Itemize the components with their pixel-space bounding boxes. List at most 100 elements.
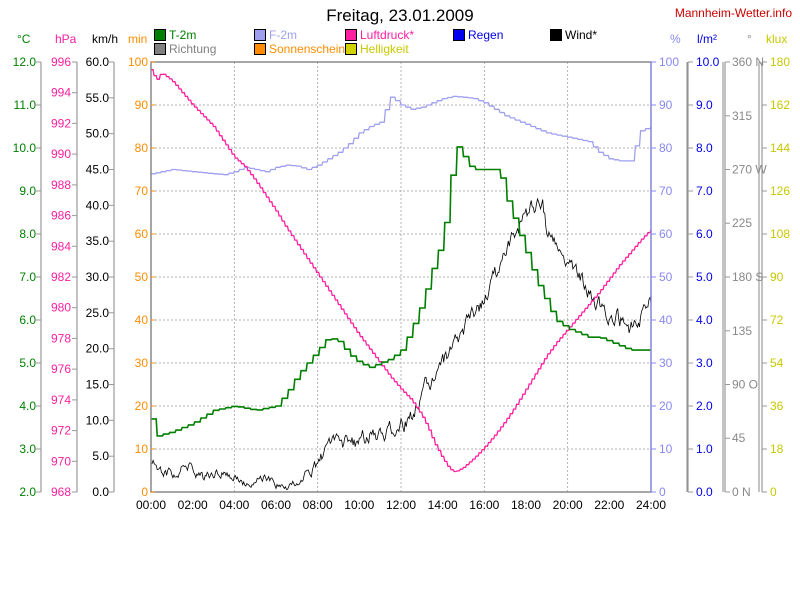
svg-text:982: 982: [51, 270, 71, 284]
svg-text:12.0: 12.0: [13, 55, 37, 69]
svg-text:5.0: 5.0: [19, 356, 36, 370]
svg-text:10: 10: [659, 442, 673, 456]
svg-text:100: 100: [128, 55, 148, 69]
svg-text:3.0: 3.0: [19, 442, 36, 456]
svg-text:180 S: 180 S: [732, 270, 763, 284]
svg-text:6.0: 6.0: [19, 313, 36, 327]
svg-text:80: 80: [659, 141, 673, 155]
svg-text:10.0: 10.0: [86, 413, 110, 427]
svg-text:360 N: 360 N: [732, 55, 764, 69]
svg-text:90 O: 90 O: [732, 378, 758, 392]
svg-text:70: 70: [135, 184, 149, 198]
svg-text:20:00: 20:00: [553, 498, 583, 512]
svg-text:06:00: 06:00: [261, 498, 291, 512]
svg-text:50: 50: [135, 270, 149, 284]
svg-text:9.0: 9.0: [19, 184, 36, 198]
svg-text:02:00: 02:00: [178, 498, 208, 512]
svg-text:4.0: 4.0: [19, 399, 36, 413]
svg-text:70: 70: [659, 184, 673, 198]
svg-text:972: 972: [51, 424, 71, 438]
svg-text:40: 40: [135, 313, 149, 327]
svg-text:968: 968: [51, 485, 71, 499]
svg-text:0: 0: [659, 485, 666, 499]
svg-text:10.0: 10.0: [696, 55, 720, 69]
svg-text:90: 90: [659, 98, 673, 112]
svg-text:14:00: 14:00: [428, 498, 458, 512]
svg-text:16:00: 16:00: [469, 498, 499, 512]
svg-text:8.0: 8.0: [19, 227, 36, 241]
svg-text:3.0: 3.0: [696, 356, 713, 370]
svg-text:45: 45: [732, 431, 746, 445]
svg-text:225: 225: [732, 216, 752, 230]
svg-text:36: 36: [770, 399, 784, 413]
svg-text:0.0: 0.0: [696, 485, 713, 499]
svg-text:100: 100: [659, 55, 679, 69]
svg-text:10: 10: [135, 442, 149, 456]
svg-text:988: 988: [51, 178, 71, 192]
svg-text:55.0: 55.0: [86, 91, 110, 105]
svg-text:12:00: 12:00: [386, 498, 416, 512]
svg-text:2.0: 2.0: [696, 399, 713, 413]
svg-text:10:00: 10:00: [344, 498, 374, 512]
svg-text:2.0: 2.0: [19, 485, 36, 499]
svg-text:162: 162: [770, 98, 790, 112]
svg-text:970: 970: [51, 454, 71, 468]
svg-text:4.0: 4.0: [696, 313, 713, 327]
svg-text:10.0: 10.0: [13, 141, 37, 155]
svg-text:60: 60: [135, 227, 149, 241]
svg-text:315: 315: [732, 109, 752, 123]
svg-text:9.0: 9.0: [696, 98, 713, 112]
svg-text:22:00: 22:00: [594, 498, 624, 512]
svg-text:60.0: 60.0: [86, 55, 110, 69]
svg-text:8.0: 8.0: [696, 141, 713, 155]
svg-text:80: 80: [135, 141, 149, 155]
svg-text:126: 126: [770, 184, 790, 198]
svg-text:0: 0: [141, 485, 148, 499]
svg-text:992: 992: [51, 116, 71, 130]
svg-text:986: 986: [51, 209, 71, 223]
svg-text:5.0: 5.0: [92, 449, 109, 463]
svg-text:90: 90: [770, 270, 784, 284]
svg-text:54: 54: [770, 356, 784, 370]
svg-text:08:00: 08:00: [303, 498, 333, 512]
svg-text:7.0: 7.0: [696, 184, 713, 198]
svg-text:00:00: 00:00: [136, 498, 166, 512]
svg-text:0: 0: [770, 485, 777, 499]
svg-text:40: 40: [659, 313, 673, 327]
svg-text:5.0: 5.0: [696, 270, 713, 284]
svg-text:40.0: 40.0: [86, 198, 110, 212]
svg-text:72: 72: [770, 313, 784, 327]
svg-text:45.0: 45.0: [86, 163, 110, 177]
svg-text:990: 990: [51, 147, 71, 161]
svg-text:978: 978: [51, 331, 71, 345]
svg-text:18:00: 18:00: [511, 498, 541, 512]
svg-text:04:00: 04:00: [219, 498, 249, 512]
svg-text:60: 60: [659, 227, 673, 241]
svg-text:50: 50: [659, 270, 673, 284]
svg-text:50.0: 50.0: [86, 127, 110, 141]
svg-text:20: 20: [659, 399, 673, 413]
svg-text:135: 135: [732, 324, 752, 338]
svg-text:144: 144: [770, 141, 790, 155]
svg-text:1.0: 1.0: [696, 442, 713, 456]
svg-text:30: 30: [659, 356, 673, 370]
svg-text:25.0: 25.0: [86, 306, 110, 320]
svg-text:6.0: 6.0: [696, 227, 713, 241]
svg-text:11.0: 11.0: [14, 98, 37, 112]
svg-text:974: 974: [51, 393, 71, 407]
svg-text:20: 20: [135, 399, 149, 413]
svg-text:108: 108: [770, 227, 790, 241]
svg-text:18: 18: [770, 442, 784, 456]
svg-text:180: 180: [770, 55, 790, 69]
svg-text:90: 90: [135, 98, 149, 112]
svg-text:35.0: 35.0: [86, 234, 110, 248]
svg-text:996: 996: [51, 55, 71, 69]
svg-text:270 W: 270 W: [732, 163, 767, 177]
svg-text:0.0: 0.0: [92, 485, 109, 499]
svg-text:994: 994: [51, 86, 71, 100]
svg-text:30: 30: [135, 356, 149, 370]
svg-text:15.0: 15.0: [86, 378, 110, 392]
svg-text:984: 984: [51, 239, 71, 253]
svg-text:0 N: 0 N: [732, 485, 751, 499]
svg-text:30.0: 30.0: [86, 270, 110, 284]
